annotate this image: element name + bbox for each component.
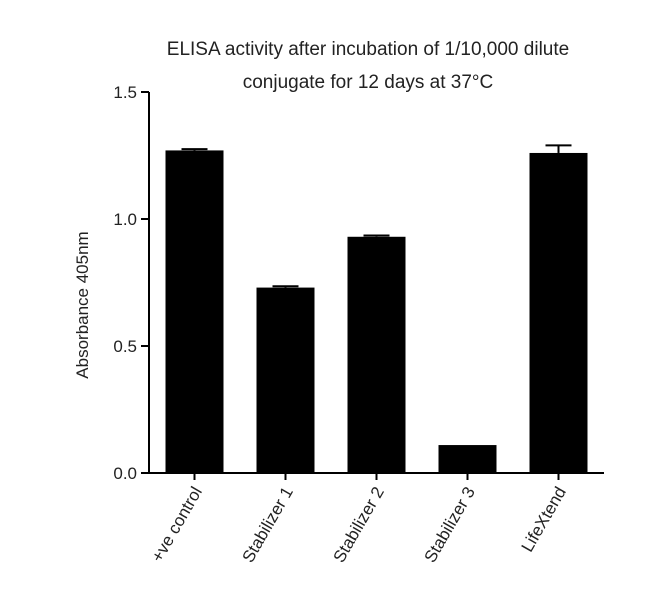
bar (347, 236, 406, 473)
bar (529, 152, 588, 473)
y-tick-label: 0.5 (113, 337, 137, 356)
bar (165, 150, 224, 474)
x-tick-label: Stabilizer 1 (238, 484, 297, 566)
x-tick-label: +ve control (148, 484, 206, 566)
chart-title-line-2: conjugate for 12 days at 37°C (243, 72, 494, 93)
x-tick-label: LifeXtend (518, 484, 570, 556)
bars (165, 144, 588, 474)
x-tick-label: Stabilizer 3 (420, 484, 479, 566)
x-tick-label: Stabilizer 2 (329, 484, 388, 566)
bar (256, 287, 315, 473)
bar (438, 445, 497, 473)
chart-title-line-1: ELISA activity after incubation of 1/10,… (167, 39, 569, 60)
y-tick-label: 1.5 (113, 83, 137, 102)
y-tick-label: 0.0 (113, 464, 137, 483)
y-tick-label: 1.0 (113, 210, 137, 229)
y-axis-label: Absorbance 405nm (73, 231, 92, 378)
